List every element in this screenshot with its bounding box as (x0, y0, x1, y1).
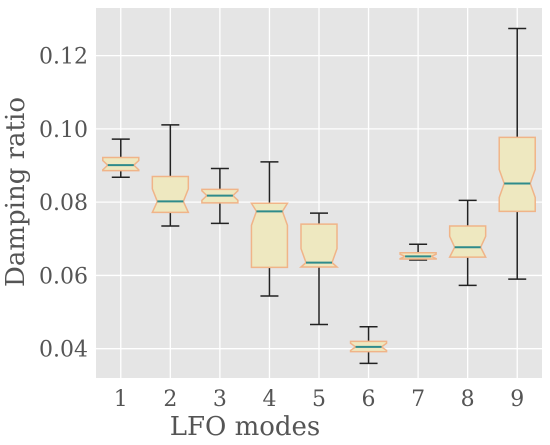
x-tick-label: 5 (312, 387, 326, 412)
x-tick-labels: 1 2 3 4 5 6 7 8 9 (114, 387, 524, 412)
box-body (151, 175, 190, 214)
x-axis-label: LFO modes (170, 412, 321, 440)
box-7 (399, 243, 437, 261)
box-4 (250, 161, 289, 297)
box-3 (201, 167, 239, 225)
box-8 (448, 199, 487, 287)
x-tick-label: 8 (461, 387, 475, 412)
x-tick-label: 7 (411, 387, 425, 412)
box-body (299, 223, 339, 268)
y-tick-label: 0.10 (39, 118, 88, 143)
box-2 (151, 124, 190, 227)
box-1 (102, 138, 140, 178)
box-series (102, 27, 536, 365)
y-tick-label: 0.06 (39, 264, 88, 289)
y-tick-label: 0.04 (39, 338, 88, 363)
box-6 (349, 325, 388, 365)
x-tick-label: 9 (510, 387, 524, 412)
box-body (448, 225, 487, 258)
box-body (102, 156, 140, 172)
y-tick-label: 0.08 (39, 191, 88, 216)
x-tick-label: 4 (262, 387, 276, 412)
x-tick-label: 6 (362, 387, 376, 412)
y-axis-label: Damping ratio (1, 97, 31, 287)
box-body (498, 136, 536, 213)
y-tick-label: 0.12 (39, 45, 88, 70)
x-tick-label: 1 (114, 387, 128, 412)
box-5 (299, 212, 339, 326)
x-tick-label: 2 (163, 387, 177, 412)
box-9 (498, 27, 536, 280)
x-tick-label: 3 (213, 387, 227, 412)
box-body (250, 202, 289, 269)
y-tick-labels: 0.04 0.06 0.08 0.10 0.12 (39, 45, 88, 363)
